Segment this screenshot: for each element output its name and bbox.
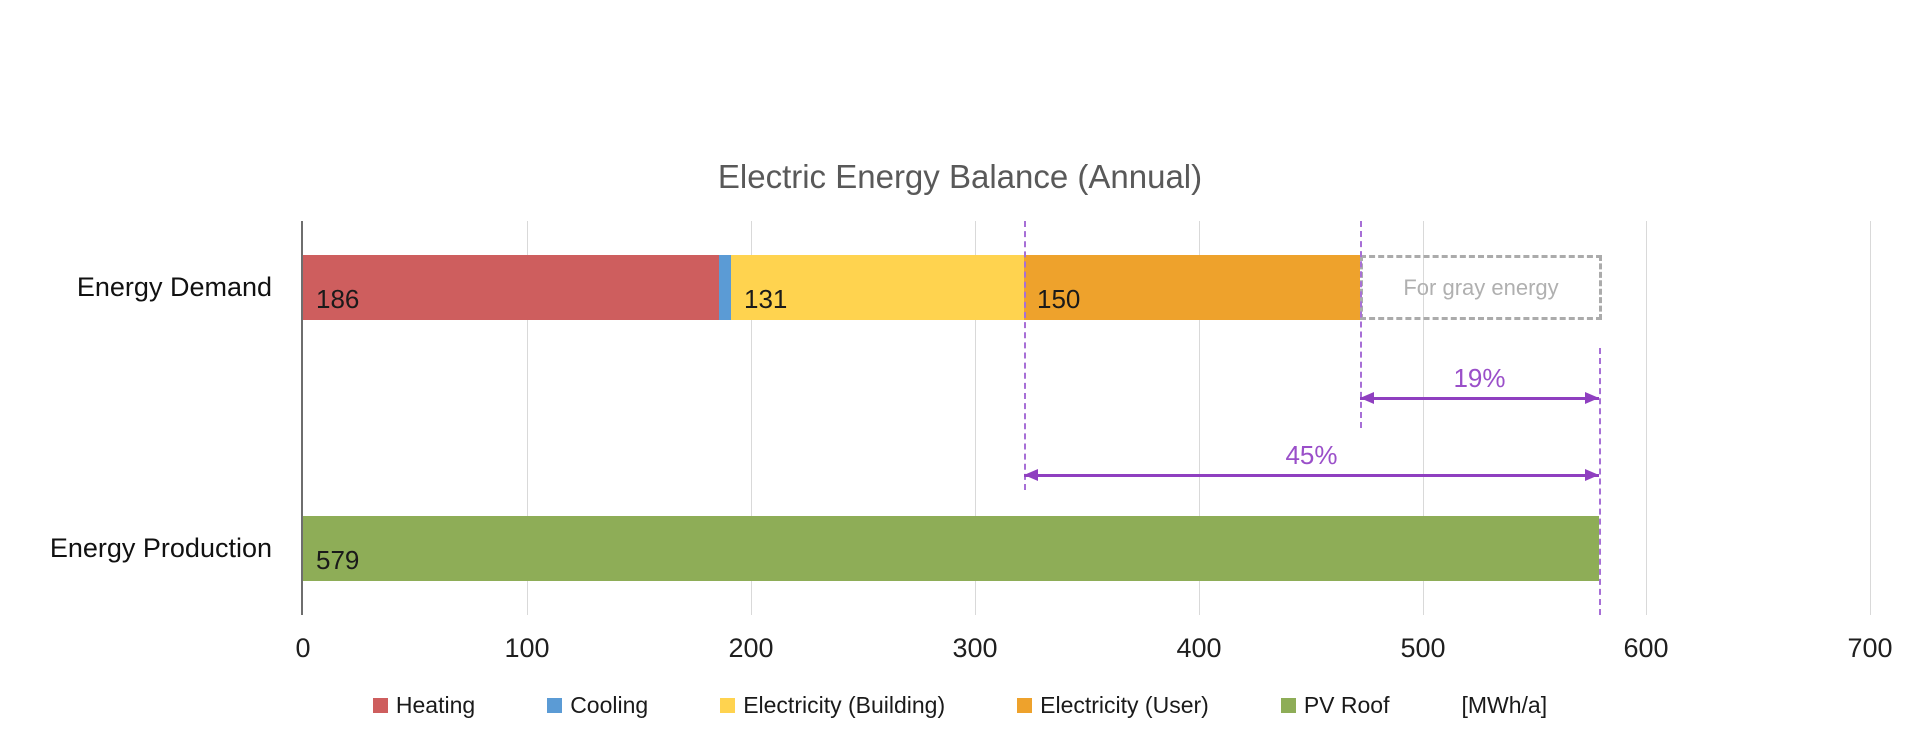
reference-dashed-line (1599, 348, 1601, 615)
category-label-energy-demand: Energy Demand (76, 272, 272, 302)
bar-segment-pv-roof[interactable]: 579 (303, 516, 1599, 581)
x-tick-label: 100 (504, 633, 550, 663)
bar-value-label: 186 (316, 284, 360, 314)
bar-value-label: 579 (316, 545, 360, 575)
legend-swatch-electricity-user (1017, 698, 1033, 713)
legend-item-heating[interactable]: Heating (372, 692, 476, 719)
legend-swatch-pv-roof (1280, 698, 1296, 713)
x-tick-label: 200 (728, 633, 774, 663)
axis-unit-label: [MWh/a] (1461, 692, 1548, 718)
bar-value-label: 131 (744, 284, 788, 314)
x-tick-label: 300 (952, 633, 998, 663)
x-tick-label: 400 (1176, 633, 1222, 663)
chart-title: Electric Energy Balance (Annual) (717, 158, 1203, 195)
legend-swatch-electricity-building (720, 698, 736, 713)
arrowhead-left (1024, 469, 1038, 481)
bar-segment-cooling[interactable] (719, 255, 731, 320)
arrowhead-left (1360, 392, 1374, 404)
legend-label: Electricity (Building) (743, 692, 946, 718)
legend-label: Cooling (570, 692, 649, 718)
arrowhead-right (1585, 469, 1599, 481)
bar-value-label: 150 (1037, 284, 1081, 314)
legend: Heating Cooling Electricity (Building) Elec… (0, 692, 1920, 719)
gridline (1199, 221, 1200, 615)
y-axis-line (301, 221, 303, 615)
x-tick-label: 0 (295, 633, 311, 663)
category-label-energy-production: Energy Production (49, 533, 272, 563)
percent-label: 19% (1453, 363, 1506, 393)
percent-label: 45% (1285, 440, 1338, 470)
gridline (1423, 221, 1424, 615)
bar-segment-heating[interactable]: 186 (303, 255, 719, 320)
gridline (527, 221, 528, 615)
x-tick-label: 700 (1847, 633, 1893, 663)
legend-label: PV Roof (1303, 692, 1390, 718)
x-tick-label: 500 (1400, 633, 1446, 663)
gray-energy-label: For gray energy (1403, 275, 1559, 300)
gray-energy-box: For gray energy (1360, 255, 1602, 320)
x-tick-label: 600 (1623, 633, 1669, 663)
gridline (1646, 221, 1647, 615)
legend-item-electricity-user[interactable]: Electricity (User) (1017, 692, 1209, 719)
arrowhead-right (1585, 392, 1599, 404)
bar-segment-electricity-building[interactable]: 131 (731, 255, 1024, 320)
legend-label: Heating (395, 692, 476, 718)
legend-item-pv-roof[interactable]: PV Roof (1280, 692, 1390, 719)
legend-item-cooling[interactable]: Cooling (547, 692, 648, 719)
legend-label: Electricity (User) (1040, 692, 1209, 718)
gridline (975, 221, 976, 615)
bar-segment-electricity-user[interactable]: 150 (1024, 255, 1360, 320)
legend-item-electricity-building[interactable]: Electricity (Building) (720, 692, 945, 719)
percent-arrow (1024, 469, 1599, 481)
gridline (751, 221, 752, 615)
legend-swatch-cooling (547, 698, 563, 713)
reference-dashed-line (1360, 221, 1362, 428)
legend-swatch-heating (372, 698, 388, 713)
gridline (1870, 221, 1871, 615)
percent-arrow (1360, 392, 1599, 404)
reference-dashed-line (1024, 221, 1026, 490)
